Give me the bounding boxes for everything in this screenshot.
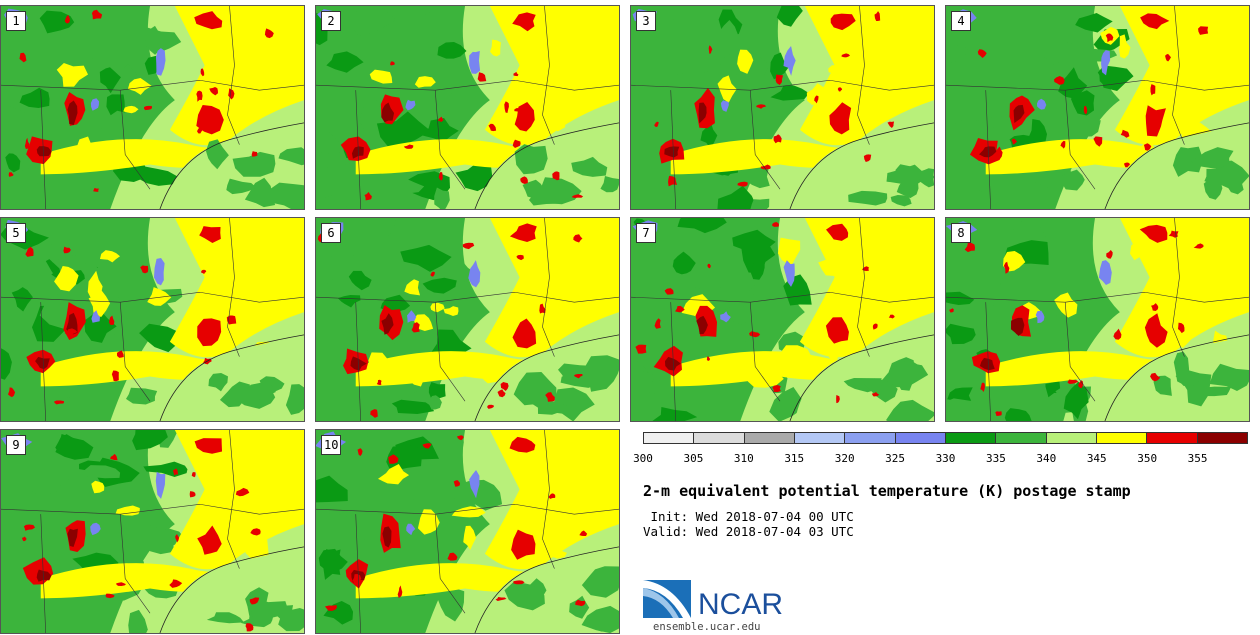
ensemble-member-map: 10 (315, 429, 620, 634)
member-number-label: 10 (321, 435, 342, 455)
colorbar-segment (794, 433, 846, 443)
colorbar-tick-label: 350 (1137, 452, 1158, 465)
colorbar-tick-label: 355 (1187, 452, 1208, 465)
colorbar-tick-label: 320 (834, 452, 855, 465)
member-number-label: 7 (636, 223, 656, 243)
colorbar-segment (895, 433, 946, 443)
colorbar-tick-label: 340 (1036, 452, 1057, 465)
colorbar-segment (1096, 433, 1148, 443)
colorbar-tick-label: 310 (733, 452, 754, 465)
colorbar-tick-label: 315 (784, 452, 805, 465)
ensemble-member-map: 2 (315, 5, 620, 210)
member-number-label: 3 (636, 11, 656, 31)
colorbar-ticks: 300 305 310 315 320 325 330 335 340 345 350 355 (633, 452, 1248, 466)
ensemble-member-map: 6 (315, 217, 620, 422)
member-number-label: 5 (6, 223, 26, 243)
colorbar-segment (1046, 433, 1097, 443)
colorbar-tick-label: 335 (985, 452, 1006, 465)
member-number-label: 6 (321, 223, 341, 243)
ensemble-member-map: 4 (945, 5, 1250, 210)
colorbar-tick-label: 305 (683, 452, 704, 465)
ensemble-member-map: 1 (0, 5, 305, 210)
ensemble-member-map: 5 (0, 217, 305, 422)
ncar-logo-text: NCAR (698, 588, 784, 621)
init-time: Init: Wed 2018-07-04 00 UTC (643, 509, 854, 524)
member-number-label: 9 (6, 435, 26, 455)
colorbar-segment (845, 433, 896, 443)
ensemble-member-map: 7 (630, 217, 935, 422)
colorbar-segment (996, 433, 1047, 443)
colorbar-segment (644, 433, 695, 443)
ensemble-member-map: 3 (630, 5, 935, 210)
colorbar-segment (744, 433, 795, 443)
chart-title: 2-m equivalent potential temperature (K)… (643, 482, 1131, 500)
member-number-label: 1 (6, 11, 26, 31)
ensemble-member-map: 8 (945, 217, 1250, 422)
colorbar (643, 432, 1248, 444)
colorbar-tick-label: 345 (1086, 452, 1107, 465)
logo-url: ensemble.ucar.edu (653, 621, 761, 633)
colorbar-segment (1197, 433, 1247, 443)
colorbar-tick-label: 300 (633, 452, 653, 465)
colorbar-tick-label: 325 (885, 452, 906, 465)
valid-time: Valid: Wed 2018-07-04 03 UTC (643, 524, 854, 539)
member-number-label: 2 (321, 11, 341, 31)
colorbar-segment (1147, 433, 1198, 443)
member-number-label: 8 (951, 223, 971, 243)
ensemble-member-map: 9 (0, 429, 305, 634)
ncar-logo-icon (643, 580, 691, 618)
colorbar-tick-label: 330 (935, 452, 956, 465)
member-number-label: 4 (951, 11, 971, 31)
colorbar-segment (694, 433, 745, 443)
colorbar-segment (945, 433, 997, 443)
